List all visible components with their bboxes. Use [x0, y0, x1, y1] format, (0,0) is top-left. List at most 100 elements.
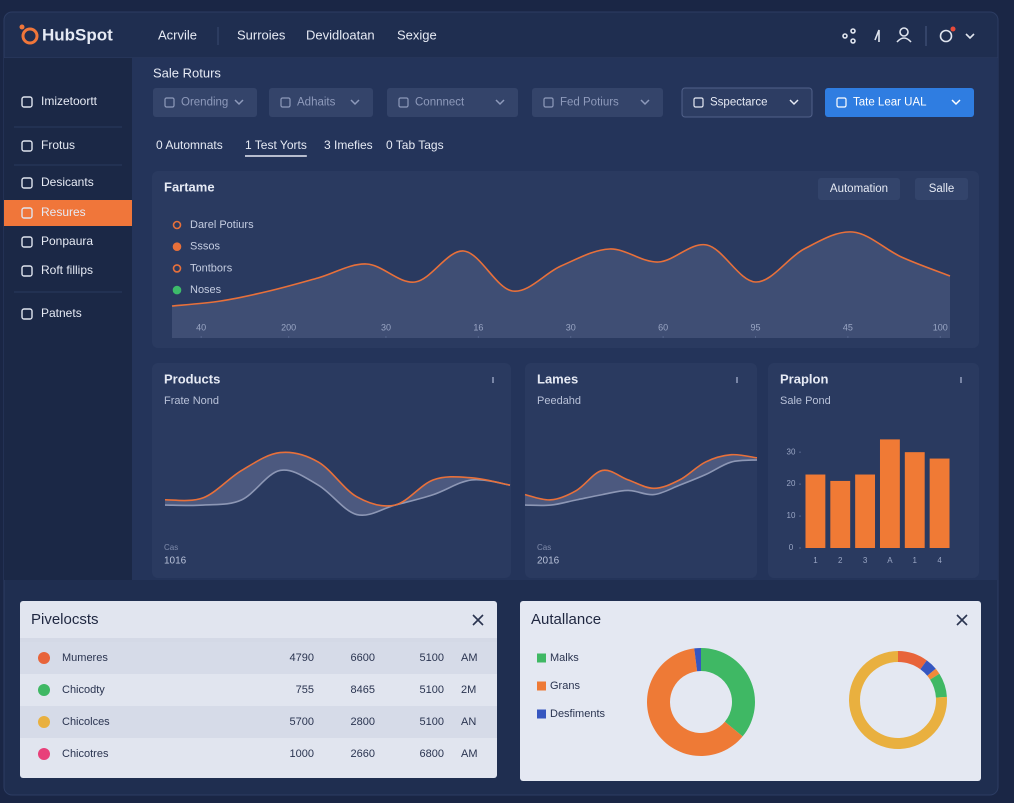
tab[interactable]: 1 Test Yorts	[245, 138, 307, 152]
sidebar-item[interactable]: Ponpaura	[41, 234, 93, 248]
filter-button[interactable]	[153, 88, 257, 117]
filter-button[interactable]	[532, 88, 663, 117]
panel-title: Autallance	[531, 611, 601, 628]
sidebar-icon	[21, 308, 33, 320]
x-tick-label: 100	[933, 322, 948, 332]
table-cell: 755	[296, 684, 314, 696]
pie-slice	[647, 648, 743, 756]
y-tick-label: 20	[787, 479, 796, 488]
nav-link[interactable]: Sexige	[397, 27, 437, 42]
filter-button[interactable]	[825, 88, 974, 117]
tab[interactable]: 0 Automnats	[156, 138, 223, 152]
x-tick-label: 1	[913, 556, 918, 565]
filter-label[interactable]: Fed Potiurs	[560, 97, 619, 109]
line	[164, 469, 511, 517]
table-cell: 8465	[351, 684, 375, 696]
brand: HubSpot	[42, 25, 113, 44]
card-subtitle: Sale Pond	[780, 395, 831, 407]
x-axis-label: Cas	[164, 543, 178, 552]
sidebar-active	[4, 200, 132, 226]
card-button[interactable]	[818, 178, 900, 200]
card-button-label[interactable]: Automation	[830, 183, 888, 195]
logo	[21, 27, 39, 45]
filter-button[interactable]	[269, 88, 373, 117]
y-tick-label: 30	[787, 447, 796, 456]
legend-marker	[172, 220, 182, 230]
bar	[805, 474, 826, 548]
card-subtitle: Frate Nond	[164, 395, 219, 407]
filter-button[interactable]	[387, 88, 518, 117]
filter-caret	[234, 99, 244, 106]
line	[524, 459, 758, 507]
x-tick-label: 45	[843, 322, 853, 332]
card-subtitle: Peedahd	[537, 395, 581, 407]
sidebar-item[interactable]: Resures	[41, 205, 86, 219]
ribbon	[525, 454, 757, 506]
filter-icon	[693, 97, 704, 108]
table-cell: 2800	[351, 716, 375, 728]
filter-icon	[280, 97, 291, 108]
nav-link[interactable]: Devidloatan	[306, 27, 375, 42]
card-title: Fartame	[164, 179, 215, 194]
card-button[interactable]	[915, 178, 968, 200]
filter-icon	[398, 97, 409, 108]
table-cell: Chicotres	[62, 748, 109, 760]
table-cell: 6600	[351, 652, 375, 664]
sidebar-item[interactable]: Desicants	[41, 175, 94, 189]
bar	[879, 439, 900, 548]
table-cell: 6800	[420, 748, 444, 760]
table-cell: 5100	[420, 716, 444, 728]
x-tick-label: 30	[566, 322, 576, 332]
pie-slice	[694, 648, 701, 672]
table-row	[20, 674, 497, 706]
tab[interactable]: 3 Imefies	[324, 138, 373, 152]
table-cell: 2M	[461, 684, 476, 696]
pie-slice	[927, 668, 940, 680]
filter-label[interactable]: Sspectarce	[710, 97, 768, 109]
filter-label[interactable]: Tate Lear UAL	[853, 97, 927, 109]
sidebar-icon	[21, 140, 33, 152]
legend-label: Malks	[550, 652, 579, 664]
legend-label: Desfiments	[550, 708, 606, 720]
x-tick-label: 4	[937, 556, 942, 565]
filter-label[interactable]: Connnect	[415, 97, 465, 109]
table-cell: Mumeres	[62, 652, 108, 664]
nav-link[interactable]: Acrvile	[158, 27, 197, 42]
x-tick-label: 3	[863, 556, 868, 565]
line	[164, 451, 511, 507]
legend-label: Tontbors	[190, 262, 233, 274]
card	[152, 171, 979, 348]
tab[interactable]: 0 Tab Tags	[386, 138, 444, 152]
table-cell: 2660	[351, 748, 375, 760]
x-tick-label: 16	[473, 322, 483, 332]
close-icon[interactable]	[956, 614, 968, 626]
x-tick-label: 30	[381, 322, 391, 332]
filter-icon	[164, 97, 175, 108]
filter-icon	[543, 97, 554, 108]
table-cell: 5700	[290, 716, 314, 728]
x-tick-label: 95	[750, 322, 760, 332]
header-icons[interactable]	[842, 26, 975, 46]
sidebar-item[interactable]: Imizetoortt	[41, 94, 98, 108]
legend-marker	[172, 242, 182, 251]
filter-button[interactable]	[681, 87, 813, 118]
sidebar-icon	[21, 96, 33, 108]
sidebar-item[interactable]: Roft fillips	[41, 263, 93, 277]
table-cell: AM	[461, 652, 478, 664]
filter-label[interactable]: Adhaits	[297, 97, 336, 109]
filter-icon	[836, 97, 847, 108]
sidebar-item[interactable]: Patnets	[41, 306, 82, 320]
card	[152, 363, 511, 578]
legend-marker	[172, 264, 182, 273]
sidebar-item[interactable]: Frotus	[41, 138, 75, 152]
card-title: Lames	[537, 371, 578, 386]
table-cell: 5100	[420, 652, 444, 664]
x-tick-label: 60	[658, 322, 668, 332]
close-icon[interactable]	[472, 614, 484, 626]
y-tick-label: 0	[789, 543, 794, 552]
area	[172, 231, 950, 338]
line	[171, 231, 951, 307]
nav-link[interactable]: Surroies	[237, 27, 286, 42]
filter-label[interactable]: Orending	[181, 97, 228, 109]
card-button-label[interactable]: Salle	[929, 183, 955, 195]
